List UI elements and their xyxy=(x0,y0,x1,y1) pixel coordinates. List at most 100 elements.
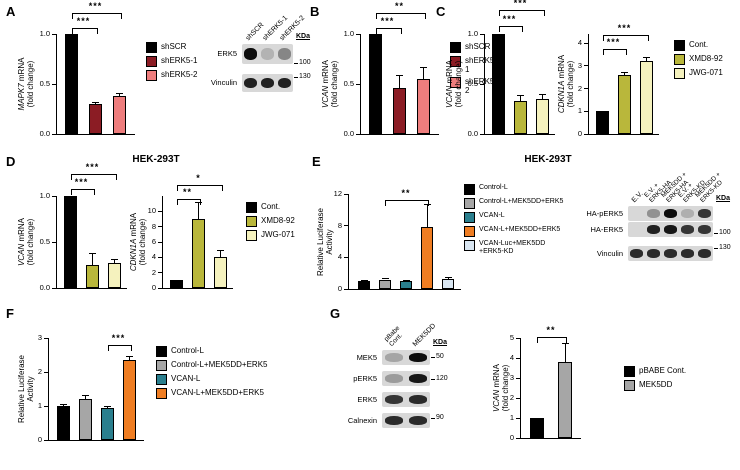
sig-label: ** xyxy=(182,187,192,198)
error-bar-cap xyxy=(621,72,628,74)
marker-tick xyxy=(714,232,718,234)
legend-label: VCAN-Luc+MEK5DD +ERK5-KD xyxy=(479,240,546,255)
error-bar-line xyxy=(107,405,108,408)
legend-item: Cont. xyxy=(246,202,295,213)
panel-f-legend: Control-L Control-L+MEK5DD+ERK5 VCAN-L VCAN… xyxy=(156,346,267,399)
protein-band xyxy=(647,225,660,234)
y-tick-label: 10 xyxy=(147,206,156,216)
plot-area: 0.0 0.5 1.0 *** *** xyxy=(468,0,555,138)
y-tick-mark xyxy=(516,357,520,359)
panel-b-legend: shSCR shERK5-1 shERK5-2 xyxy=(450,42,500,95)
blot-membrane xyxy=(242,74,293,92)
y-tick-label: 4 xyxy=(577,38,582,48)
panel-d: D HEK-293T VCAN mRNA (fold change) 0.0 0.5 1… xyxy=(6,154,308,304)
panel-c-cdkn1a-chart: CDKN1A mRNA (fold change) 0 1 2 3 4 *** *** xyxy=(556,8,662,138)
legend-item: JWG-071 xyxy=(674,68,723,79)
sig-bracket xyxy=(375,28,402,34)
legend-item: VCAN-L xyxy=(156,374,267,385)
blot-row-label: Vinculin xyxy=(596,248,623,258)
error-bar-line xyxy=(520,95,521,101)
y-tick-label: 1.0 xyxy=(39,191,50,200)
plot-area: 0.0 0.5 1.0 *** *** xyxy=(40,1,135,138)
y-tick-label: 0.5 xyxy=(343,79,354,88)
y-tick-label: 2 xyxy=(577,83,582,93)
legend-swatch xyxy=(464,240,475,251)
error-bar-cap xyxy=(396,75,403,76)
error-bar-cap xyxy=(360,279,368,281)
error-bar-cap xyxy=(444,276,452,278)
error-bar-cap xyxy=(381,277,389,279)
error-bar-line xyxy=(624,72,625,75)
bar xyxy=(558,362,572,438)
y-axis-label: VCAN mRNA (fold change) xyxy=(492,364,510,413)
y-tick-mark xyxy=(344,256,348,258)
sig-bracket xyxy=(602,48,627,55)
legend-label: shSCR xyxy=(161,42,187,51)
bar xyxy=(89,104,102,134)
error-bar-cap xyxy=(217,250,224,252)
error-bar-line xyxy=(399,75,400,88)
sig-label: *** xyxy=(74,176,89,187)
kda-marker: 120 xyxy=(436,374,448,382)
y-tick-label: 0.5 xyxy=(467,79,478,88)
legend-swatch xyxy=(246,216,257,227)
y-tick-mark xyxy=(584,133,588,135)
protein-band xyxy=(408,374,428,383)
legend-item: JWG-071 xyxy=(246,230,295,241)
sig-label: ** xyxy=(394,1,404,11)
y-tick-label: 0 xyxy=(577,129,582,138)
panel-c-label: C xyxy=(436,4,446,19)
panel-e-title: HEK-293T xyxy=(524,154,572,165)
sig-bracket xyxy=(107,345,132,352)
blot-row-label: Vinculin xyxy=(210,78,237,87)
y-tick-label: 0 xyxy=(337,284,342,293)
legend-swatch xyxy=(246,202,257,213)
legend-item: Control-L+MEK5DD+ERK5 xyxy=(156,360,267,371)
bar xyxy=(369,34,382,134)
legend-swatch xyxy=(464,198,475,209)
protein-band xyxy=(278,77,291,89)
protein-band xyxy=(408,395,428,404)
panel-d-cdkn1a-chart: CDKN1A mRNA (fold change) 0 2 4 6 8 10 ** * xyxy=(128,170,236,292)
y-tick-label: 0.5 xyxy=(39,79,50,88)
protein-band xyxy=(384,374,404,383)
marker-tick xyxy=(431,378,435,380)
sig-bracket xyxy=(385,199,429,206)
panel-c-vcan-chart: VCAN mRNA (fold change) 0.0 0.5 1.0 *** *** xyxy=(444,0,558,138)
y-tick-label: 4 xyxy=(151,252,156,262)
y-axis-label: Relative Luciferase Activity xyxy=(316,207,334,276)
error-bar-line xyxy=(114,258,115,264)
error-bar-cap xyxy=(82,395,89,397)
legend-label: Cont. xyxy=(261,202,281,211)
legend-label: JWG-071 xyxy=(261,230,295,239)
protein-band xyxy=(244,77,257,89)
legend-label: VCAN-L+MEK5DD+ERK5 xyxy=(479,226,561,233)
y-tick-label: 1 xyxy=(509,413,514,422)
y-tick-label: 0.0 xyxy=(343,129,354,138)
bar xyxy=(618,74,631,134)
protein-band xyxy=(647,249,660,258)
y-tick-label: 4 xyxy=(509,353,514,362)
legend-swatch xyxy=(464,212,475,223)
blot-membrane xyxy=(382,392,430,407)
y-tick-label: 2 xyxy=(151,267,156,277)
marker-tick xyxy=(714,247,718,249)
legend-item: shSCR xyxy=(450,42,500,53)
y-tick-mark xyxy=(52,287,56,289)
y-tick-mark xyxy=(52,195,56,197)
sig-label: *** xyxy=(88,1,103,11)
bar xyxy=(492,34,505,134)
y-tick-mark xyxy=(344,288,348,290)
panel-e-legend: Control-L Control-L+MEK5DD+ERK5 VCAN-L VCAN… xyxy=(464,184,563,256)
plot-area: 0.0 0.5 1.0 *** ** xyxy=(344,1,439,138)
legend-item: VCAN-Luc+MEK5DD +ERK5-KD xyxy=(464,240,563,256)
y-tick-mark xyxy=(480,83,484,85)
legend-label: Cont. xyxy=(689,40,709,49)
kda-marker: 130 xyxy=(719,243,731,251)
legend-label: Control-L xyxy=(171,346,204,355)
bar xyxy=(170,280,183,288)
error-bar-line xyxy=(220,250,221,258)
y-tick-label: 3 xyxy=(509,373,514,382)
y-tick-mark xyxy=(44,405,48,407)
panel-g-legend: pBABE Cont. MEK5DD xyxy=(624,366,686,391)
